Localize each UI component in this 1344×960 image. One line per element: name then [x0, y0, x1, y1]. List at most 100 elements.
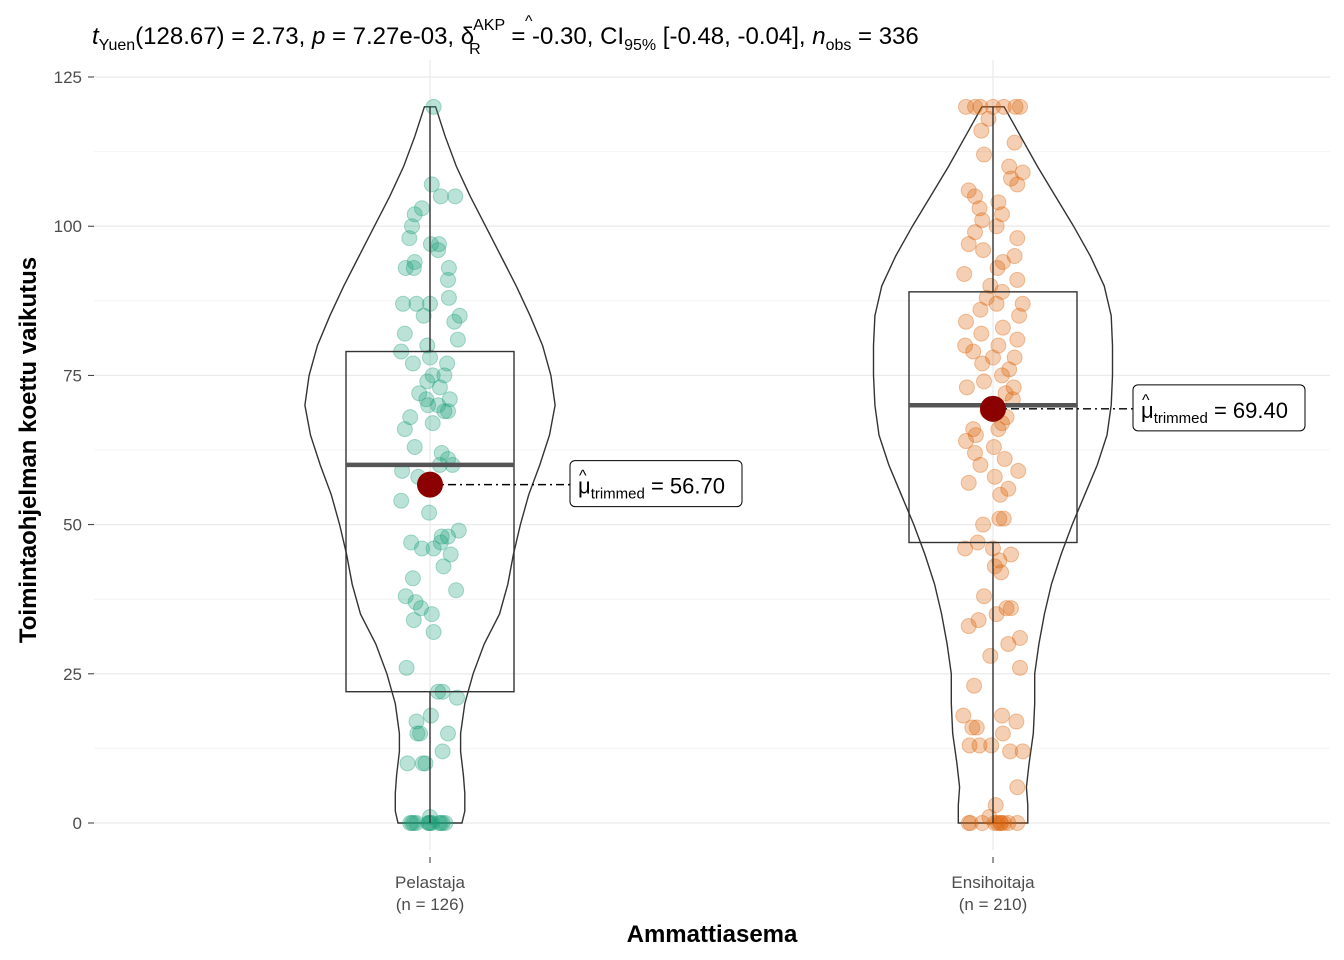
data-point: [957, 540, 974, 557]
data-point: [982, 277, 999, 294]
data-point: [1000, 480, 1017, 497]
data-point: [1005, 379, 1022, 396]
data-point: [432, 534, 449, 551]
data-point: [407, 594, 424, 611]
data-point: [1007, 98, 1024, 115]
data-point: [404, 355, 421, 372]
data-point: [411, 385, 428, 402]
mean-label-text: μtrimmed = 56.70: [578, 474, 725, 503]
data-point: [976, 588, 992, 605]
data-point: [958, 98, 974, 115]
data-point: [958, 379, 975, 396]
data-point: [982, 647, 999, 664]
data-point: [433, 444, 450, 461]
data-point: [419, 337, 436, 354]
data-point: [399, 755, 416, 772]
data-point: [967, 98, 983, 115]
data-point: [1012, 629, 1028, 646]
data-point: [985, 439, 1002, 456]
data-point: [995, 510, 1012, 527]
data-point: [989, 815, 1006, 831]
data-point: [415, 307, 432, 324]
ci-subscript: 95%: [624, 37, 656, 54]
data-point: [1012, 659, 1028, 676]
data-point: [986, 558, 1003, 575]
n-subscript: obs: [826, 37, 852, 54]
data-point: [1009, 271, 1026, 288]
data-point: [423, 606, 440, 623]
data-point: [1014, 295, 1031, 312]
data-point: [436, 403, 453, 420]
data-point: [1009, 176, 1026, 193]
data-point: [408, 815, 425, 831]
data-point: [408, 295, 425, 312]
data-point: [395, 295, 411, 312]
data-point: [967, 188, 983, 205]
data-point: [996, 450, 1013, 467]
data-point: [1000, 635, 1017, 652]
data-point: [991, 510, 1008, 527]
stat-value: (128.67) = 2.73,: [135, 23, 312, 50]
x-axis-ticks: Pelastaja (n = 126) Ensihoitaja (n = 210): [395, 857, 1035, 914]
data-point: [961, 737, 978, 754]
data-point: [425, 540, 442, 557]
data-point: [446, 313, 463, 330]
data-point: [409, 725, 426, 742]
data-point: [1012, 98, 1028, 115]
data-point: [440, 289, 457, 306]
data-point: [442, 546, 459, 563]
data-point: [393, 492, 410, 509]
data-point: [397, 259, 414, 276]
data-point: [450, 522, 467, 539]
data-point: [402, 815, 419, 831]
data-points: [393, 98, 1031, 831]
data-point: [439, 355, 456, 372]
effect-superscript: AKP: [473, 17, 505, 34]
data-point: [440, 271, 456, 288]
mean-label-text: μtrimmed = 69.40: [1141, 398, 1288, 427]
data-point: [1009, 779, 1026, 796]
data-point: [972, 301, 989, 318]
data-point: [1003, 546, 1019, 563]
data-point: [965, 421, 982, 438]
data-point: [417, 755, 434, 772]
data-point: [974, 212, 991, 229]
data-point: [990, 337, 1007, 354]
data-point: [1011, 307, 1028, 324]
data-point: [1003, 600, 1019, 617]
trimmed-means: μtrimmed = 56.70^μtrimmed = 69.40^: [417, 384, 1306, 508]
x-tick-n-label: (n = 210): [959, 895, 1028, 914]
data-point: [413, 540, 430, 557]
mean-label-box: [1132, 384, 1306, 432]
data-point: [398, 659, 415, 676]
data-point: [406, 439, 423, 456]
data-point: [994, 206, 1010, 223]
data-point: [433, 528, 450, 545]
data-point: [974, 355, 991, 372]
data-point: [994, 254, 1011, 271]
data-point: [957, 337, 974, 354]
data-point: [441, 391, 458, 408]
data-point: [419, 373, 436, 390]
data-point: [402, 409, 419, 426]
data-point: [401, 230, 418, 247]
data-point: [958, 433, 974, 450]
p-value: = 7.27e-03,: [325, 23, 460, 50]
data-point: [988, 295, 1005, 312]
data-point: [1000, 815, 1017, 831]
data-point: [425, 624, 442, 641]
data-point: [434, 743, 451, 760]
data-point: [970, 612, 987, 629]
data-point: [975, 516, 992, 533]
data-point: [440, 528, 456, 545]
data-point: [987, 797, 1004, 814]
data-point: [405, 259, 422, 276]
y-tick-label: 50: [63, 516, 82, 535]
data-point: [412, 725, 429, 742]
mean-hat: ^: [1142, 392, 1150, 409]
box-iqr: [908, 291, 1078, 544]
data-point: [1009, 230, 1026, 247]
data-point: [447, 188, 464, 205]
effect-symbol: δ: [461, 23, 474, 50]
data-point: [1009, 815, 1026, 831]
